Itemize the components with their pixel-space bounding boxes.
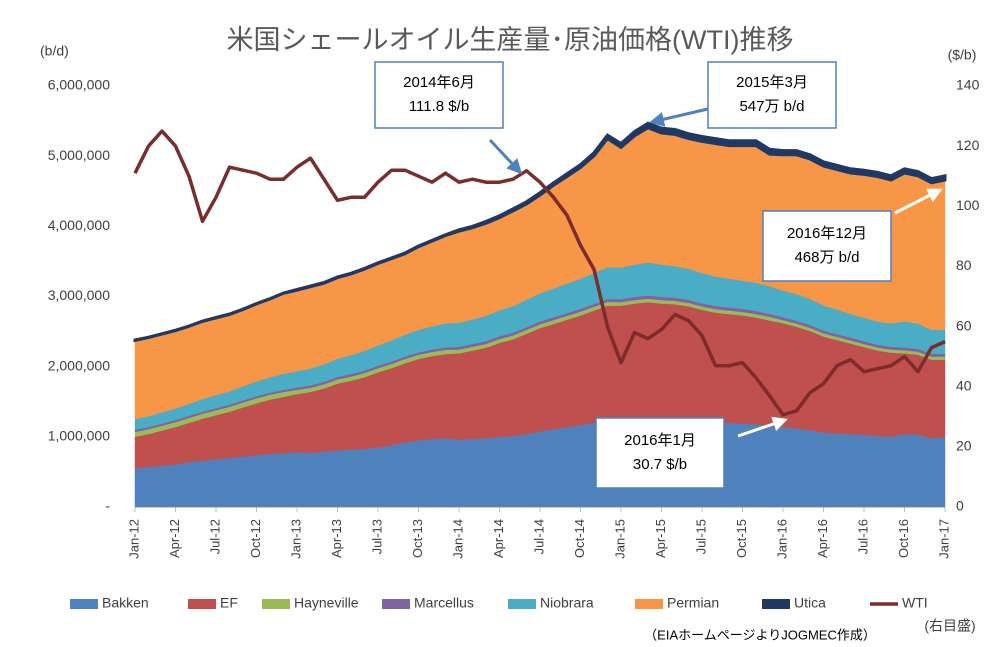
legend-swatch: [635, 599, 663, 609]
legend-label: Permian: [667, 595, 719, 611]
annotation-text: 468万 b/d: [794, 249, 859, 266]
y2-tick-label: 0: [956, 498, 964, 514]
y2-tick-label: 140: [956, 77, 980, 93]
y-tick-label: 6,000,000: [48, 77, 110, 93]
x-tick-label: Jan-15: [612, 519, 627, 559]
source-note: （EIAホームページよりJOGMEC作成）: [644, 627, 876, 642]
y2-tick-label: 100: [956, 197, 980, 213]
x-tick-label: Apr-16: [815, 519, 830, 558]
x-tick-label: Jan-13: [288, 519, 303, 559]
x-tick-label: Apr-13: [329, 519, 344, 558]
line: [133, 129, 946, 417]
legend-swatch: [762, 599, 790, 609]
annotation-text: 2016年1月: [624, 432, 696, 449]
x-tick-label: Oct-12: [248, 519, 263, 558]
legend-swatch: [508, 599, 536, 609]
annotation-box: [374, 61, 504, 129]
legend-label: WTI: [902, 595, 928, 611]
annotation-text: 2015年3月: [736, 74, 808, 91]
legend-label: Niobrara: [540, 595, 594, 611]
y2-tick-label: 60: [956, 317, 972, 333]
annotation-box: [707, 61, 837, 129]
legend-swatch: [188, 599, 216, 609]
x-tick-label: Oct-14: [572, 519, 587, 558]
annotation-arrow: [488, 138, 523, 175]
x-tick-label: Jul-14: [531, 519, 546, 554]
legend-swatch: [70, 599, 98, 609]
y2-tick-label: 80: [956, 257, 972, 273]
y2-axis-label: ($/b): [948, 47, 977, 63]
annotation-text: 2016年12月: [787, 225, 867, 242]
legend-label: EF: [220, 595, 238, 611]
x-tick-label: Jul-15: [693, 519, 708, 554]
annotation-arrow: [894, 188, 943, 215]
y-axis-label: (b/d): [40, 43, 69, 59]
y2-tick-label: 40: [956, 377, 972, 393]
annotation-arrow: [737, 416, 788, 438]
x-tick-label: Jan-12: [126, 519, 141, 559]
y-tick-label: 2,000,000: [48, 357, 110, 373]
annotation-text: 30.7 $/b: [633, 456, 687, 473]
x-tick-label: Apr-15: [653, 519, 668, 558]
legend-label: Marcellus: [414, 595, 474, 611]
annotation-arrow: [649, 106, 713, 127]
x-tick-label: Jan-14: [450, 519, 465, 559]
area: [133, 121, 947, 343]
x-tick-label: Oct-13: [410, 519, 425, 558]
y2-tick-label: 120: [956, 137, 980, 153]
chart-title: 米国シェールオイル生産量･原油価格(WTI)推移: [227, 25, 794, 55]
legend-swatch: [382, 599, 410, 609]
annotation-box: [595, 417, 725, 489]
annotation-text: 547万 b/d: [739, 98, 804, 115]
annotation-text: 2014年6月: [403, 74, 475, 91]
x-tick-label: Oct-15: [734, 519, 749, 558]
x-tick-label: Jan-16: [774, 519, 789, 559]
x-tick-label: Jul-16: [855, 519, 870, 554]
y2-note: (右目盛): [924, 618, 975, 634]
legend-label: Utica: [794, 595, 826, 611]
y-tick-label: 3,000,000: [48, 287, 110, 303]
y-tick-label: 4,000,000: [48, 217, 110, 233]
annotation-box: [762, 210, 892, 282]
y-tick-label: -: [105, 498, 110, 514]
legend-label: Hayneville: [294, 595, 359, 611]
x-tick-label: Jan-17: [936, 519, 951, 559]
x-tick-label: Apr-12: [167, 519, 182, 558]
x-tick-label: Jul-12: [207, 519, 222, 554]
y-tick-label: 5,000,000: [48, 147, 110, 163]
x-tick-label: Oct-16: [896, 519, 911, 558]
legend-swatch: [262, 599, 290, 609]
x-tick-label: Apr-14: [491, 519, 506, 558]
annotation-text: 111.8 $/b: [409, 98, 469, 115]
y2-tick-label: 20: [956, 438, 972, 454]
legend-label: Bakken: [102, 595, 149, 611]
y-tick-label: 1,000,000: [48, 428, 110, 444]
x-tick-label: Jul-13: [369, 519, 384, 554]
